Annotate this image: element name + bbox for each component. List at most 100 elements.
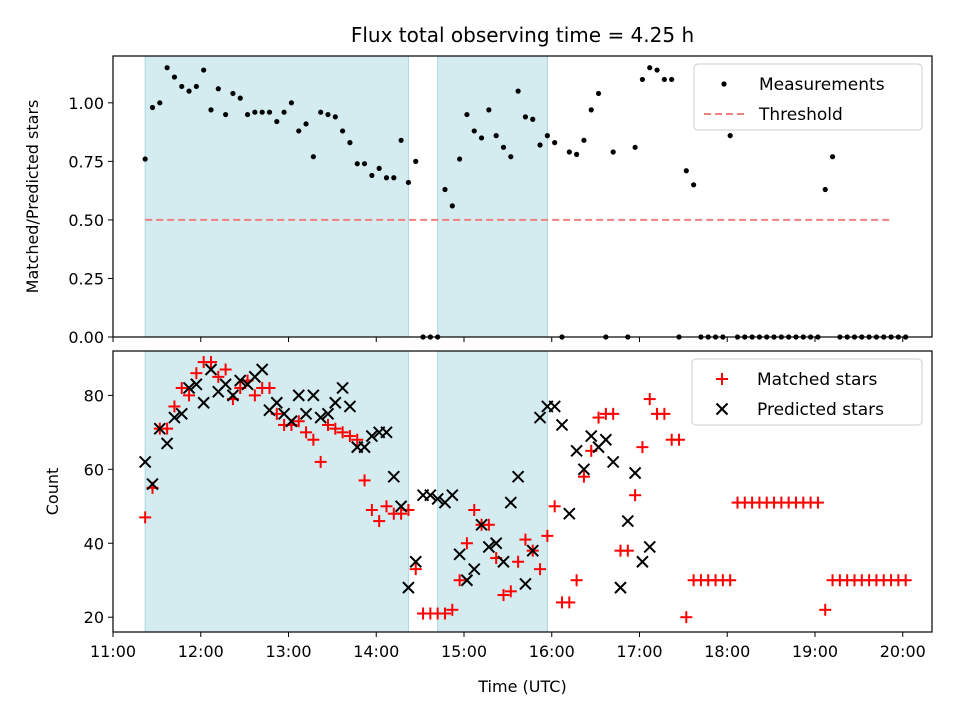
x-marker-b <box>277 407 291 421</box>
matched-star-point <box>563 596 576 609</box>
measurement-point <box>610 149 616 155</box>
predicted-star-point <box>321 407 335 421</box>
predicted-star-point <box>153 422 167 435</box>
predicted-star-point <box>519 577 532 591</box>
top-panel: 0.00 0.25 0.50 0.75 1.00 Measurements Threshol… <box>68 55 933 347</box>
matched-star-point <box>409 563 422 576</box>
x-marker-b <box>599 433 613 446</box>
predicted-star-point <box>468 562 481 576</box>
predicted-star-point <box>329 396 342 409</box>
matched-star-point <box>497 589 510 602</box>
x-marker-b <box>526 544 539 557</box>
x-marker-b <box>380 426 393 439</box>
matched-star-point <box>643 393 656 406</box>
matched-star-point <box>724 574 737 587</box>
x-marker-b <box>475 518 488 531</box>
x-marker-b <box>409 555 422 568</box>
observing-window-bottom-1 <box>437 350 548 633</box>
legend-bottom: Matched stars Predicted stars <box>691 358 923 426</box>
y-tick-label-bottom: 20 <box>84 608 104 627</box>
measurement-point <box>193 83 199 90</box>
predicted-star-point <box>526 544 539 557</box>
x-marker-b <box>555 418 569 432</box>
predicted-star-point <box>358 440 371 454</box>
plot-frame-bottom <box>112 350 933 633</box>
measurement-point <box>354 161 360 167</box>
measurement-point <box>142 156 148 162</box>
chart-title: Flux total observing time = 4.25 h <box>351 23 694 47</box>
x-marker-b <box>614 581 627 594</box>
x-marker-b <box>336 381 349 395</box>
matched-star-point <box>446 603 459 616</box>
y-tick-label-bottom: 80 <box>84 386 104 405</box>
x-marker-b <box>636 555 649 568</box>
measurement-point <box>530 116 536 122</box>
measurement-point <box>259 109 265 115</box>
matched-star-point <box>168 400 181 413</box>
x-marker-b <box>424 488 437 502</box>
predicted-star-point <box>270 396 284 409</box>
predicted-star-point <box>460 574 474 587</box>
measurement-point <box>274 118 280 125</box>
matched-star-point <box>183 389 196 402</box>
measurement-point <box>500 144 507 150</box>
matched-star-point <box>175 381 188 394</box>
measurement-point <box>230 90 236 97</box>
y-axis-label-bottom: Count <box>43 468 62 516</box>
predicted-star-point <box>190 378 203 391</box>
x-marker-b <box>314 411 327 424</box>
y-tick-label-top: 1.00 <box>68 94 104 113</box>
x-tick-label: 18:00 <box>704 642 750 661</box>
x-marker-b <box>292 389 305 402</box>
measurement-point <box>318 109 324 115</box>
matched-star-point <box>292 415 305 428</box>
x-marker-b <box>504 496 518 509</box>
x-marker-b <box>577 463 591 476</box>
matched-star-point <box>380 500 393 513</box>
x-marker-b <box>146 477 159 491</box>
measurement-point <box>266 109 273 115</box>
measurement-point <box>391 175 397 181</box>
measurement-point <box>325 111 331 118</box>
x-marker-b <box>358 440 371 454</box>
matched-star-point <box>248 389 261 402</box>
measurement-point <box>288 100 295 106</box>
y-tick-label-bottom: 60 <box>84 460 104 479</box>
y-tick-label-top: 0.50 <box>68 211 104 230</box>
x-axis-label: Time (UTC) <box>477 677 566 696</box>
predicted-star-point <box>394 500 408 513</box>
matched-star-point <box>899 574 912 587</box>
measurement-point <box>237 95 243 101</box>
matched-star-point <box>336 426 349 439</box>
predicted-star-point <box>204 363 218 376</box>
x-marker-b <box>365 429 379 443</box>
measurement-point <box>471 128 477 134</box>
matched-star-point <box>219 363 232 376</box>
measurement-point <box>223 111 229 118</box>
measurement-point <box>661 76 667 83</box>
predicted-star-point <box>453 548 466 561</box>
matched-star-point <box>343 430 356 443</box>
x-tick-label: 14:00 <box>353 642 399 661</box>
predicted-star-point <box>424 488 437 502</box>
predicted-star-point <box>292 389 305 402</box>
x-marker-b <box>387 470 401 483</box>
matched-star-point <box>395 507 408 520</box>
matched-star-point <box>592 411 605 424</box>
matched-star-point <box>365 503 378 516</box>
predicted-star-point <box>409 555 422 568</box>
measurement-point <box>340 128 346 134</box>
x-marker-b <box>482 540 496 554</box>
x-tick-label: 17:00 <box>616 642 662 661</box>
measurement-point <box>361 161 368 167</box>
measurement-point <box>493 133 499 139</box>
x-marker-b <box>606 455 620 469</box>
matched-star-point <box>519 533 532 546</box>
predicted-star-point <box>380 426 393 439</box>
predicted-star-point <box>182 381 196 395</box>
measurement-point <box>252 109 258 115</box>
matched-star-point <box>460 537 473 550</box>
x-marker-b <box>511 470 525 483</box>
x-marker-b <box>226 389 240 402</box>
